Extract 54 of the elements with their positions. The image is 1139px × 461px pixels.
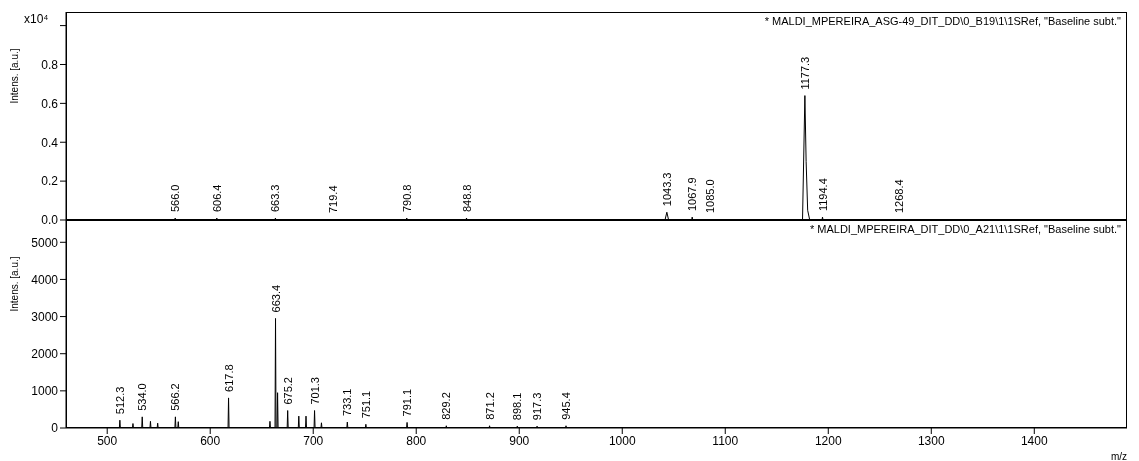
annotation: 1194.4 bbox=[816, 178, 829, 212]
annotation: 790.8 bbox=[400, 184, 413, 213]
y-tick-label: 0.6 bbox=[41, 96, 59, 111]
y-tick-label: 0.4 bbox=[41, 135, 59, 150]
y-tick-label: 3000 bbox=[31, 309, 59, 324]
annotation: 534.0 bbox=[136, 383, 149, 411]
x-tick-label: 1200 bbox=[814, 433, 842, 448]
y-tick-label: 5000 bbox=[31, 235, 59, 250]
annotation: 566.0 bbox=[169, 184, 182, 213]
annotation: 1177.3 bbox=[798, 56, 811, 90]
y-tick-label: 1000 bbox=[31, 384, 59, 399]
annotation: 1085.0 bbox=[703, 179, 716, 214]
annotation: 566.2 bbox=[169, 383, 182, 411]
x-tick-label: 1300 bbox=[917, 433, 945, 448]
x-tick-label: 500 bbox=[97, 433, 118, 448]
annotation: 751.1 bbox=[359, 390, 372, 419]
y-tick-label: 0.8 bbox=[41, 57, 59, 72]
annotation: 512.3 bbox=[113, 386, 126, 415]
annotation: 791.1 bbox=[401, 388, 414, 417]
annotation: 917.3 bbox=[531, 392, 544, 421]
x-tick-label: 700 bbox=[303, 433, 324, 448]
y-tick-label: 0 bbox=[51, 421, 59, 436]
x-tick-label: 900 bbox=[509, 433, 530, 448]
chart-title: * MALDI_MPEREIRA_ASG-49_DIT_DD\0_B19\1\1SRef, "Baseline subt." bbox=[764, 15, 1121, 27]
annotation: 848.8 bbox=[460, 184, 473, 213]
x-axis-title: m/z bbox=[1110, 451, 1127, 461]
y-tick-label: 2000 bbox=[31, 346, 59, 361]
annotation: 1043.3 bbox=[660, 172, 673, 207]
annotation: 701.3 bbox=[308, 377, 321, 405]
annotation: 1067.9 bbox=[686, 177, 699, 212]
chart-title: * MALDI_MPEREIRA_DIT_DD\0_A21\1\1SRef, "Baseline subt." bbox=[809, 223, 1121, 235]
x-tick-label: 1000 bbox=[608, 433, 636, 448]
annotation: 663.4 bbox=[269, 284, 282, 313]
y-tick-label: 0.0 bbox=[41, 213, 59, 228]
annotation: 733.1 bbox=[341, 388, 354, 417]
annotation: 898.1 bbox=[511, 392, 524, 421]
y-axis-title: Intens. [a.u.] bbox=[8, 256, 20, 312]
x-tick-label: 600 bbox=[200, 433, 221, 448]
annotation: 1268.4 bbox=[892, 179, 905, 214]
x-tick-label: 1100 bbox=[712, 433, 739, 448]
text: x10⁴ bbox=[24, 12, 49, 26]
annotation: 871.2 bbox=[483, 392, 496, 420]
annotation: 945.4 bbox=[560, 392, 573, 420]
annotation: 675.2 bbox=[281, 377, 294, 405]
annotation: 617.8 bbox=[222, 364, 235, 392]
y-axis-title: Intens. [a.u.] bbox=[8, 48, 20, 104]
annotation: 606.4 bbox=[210, 184, 223, 213]
annotation: 719.4 bbox=[327, 185, 340, 214]
y-tick-label: 0.2 bbox=[41, 174, 59, 189]
annotation: 663.3 bbox=[269, 184, 282, 213]
y-tick-label: 4000 bbox=[31, 272, 59, 287]
x-tick-label: 1400 bbox=[1020, 433, 1048, 448]
x-tick-label: 800 bbox=[406, 433, 427, 448]
annotation: 829.2 bbox=[440, 392, 453, 420]
